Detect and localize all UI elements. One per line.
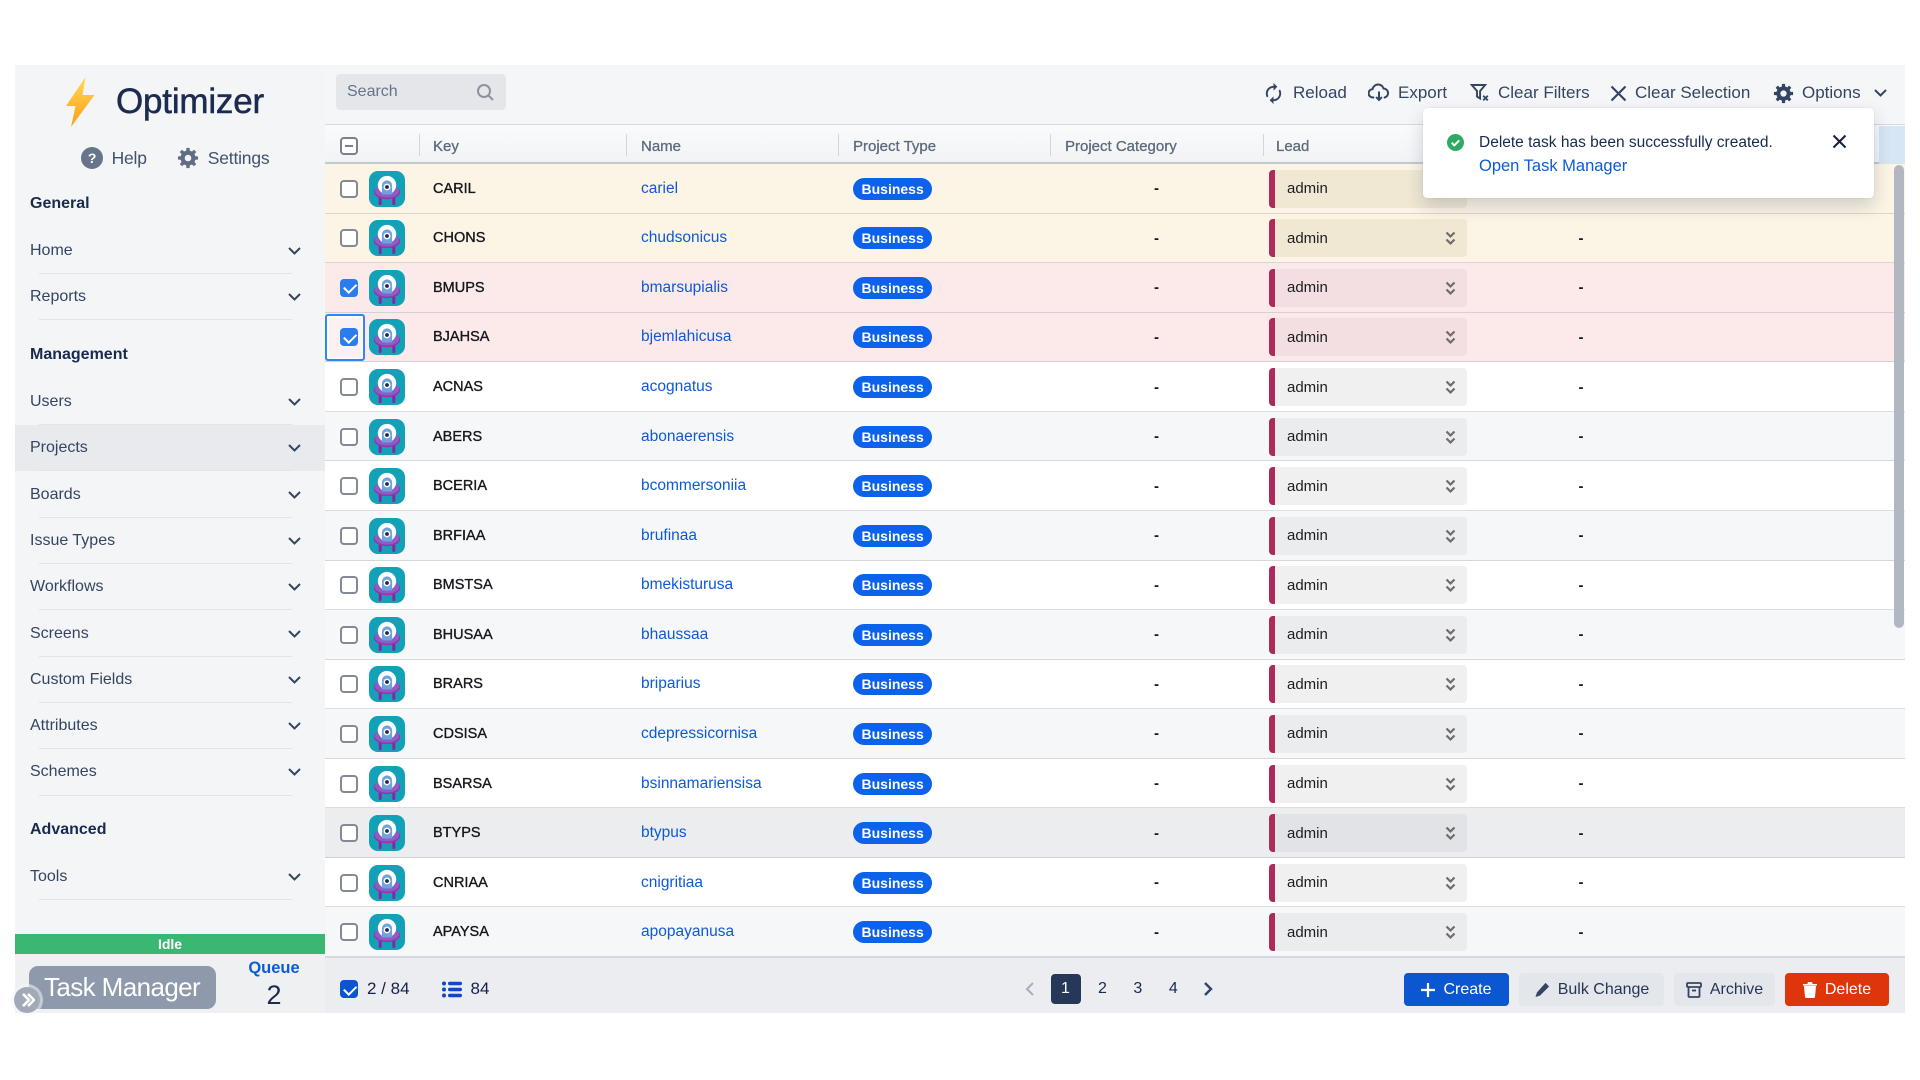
svg-text:?: ? xyxy=(87,150,95,166)
